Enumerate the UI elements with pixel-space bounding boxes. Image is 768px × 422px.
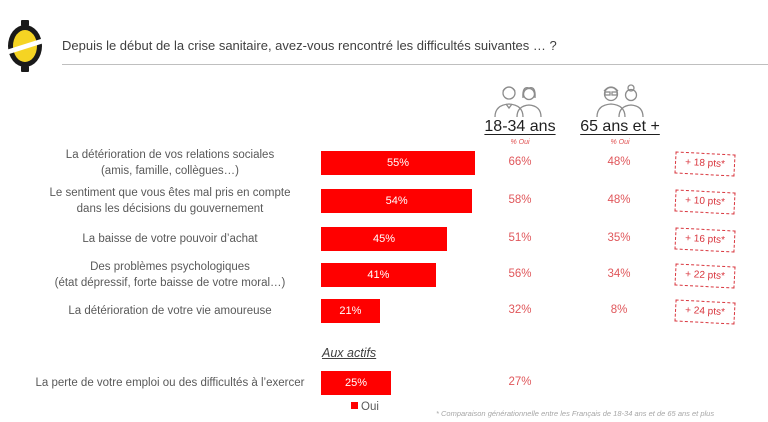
bar-value-label: 41% — [367, 269, 390, 281]
category-label-line: La perte de votre emploi ou des difficul… — [35, 377, 305, 389]
bar: 21% — [321, 299, 380, 323]
category-label-line: dans les décisions du gouvernement — [76, 203, 264, 215]
category-label-line: La baisse de votre pouvoir d’achat — [82, 233, 258, 245]
value-18-34: 51% — [508, 232, 532, 244]
value-65-plus: 48% — [607, 194, 631, 206]
value-18-34: 56% — [508, 268, 532, 280]
bar-value-label: 55% — [386, 157, 410, 169]
column-header-65-plus: 65 ans et + — [580, 118, 660, 135]
bar: 45% — [321, 227, 447, 251]
category-label-line: (état dépressif, forte baisse de votre m… — [54, 277, 286, 289]
bar-value-label: 21% — [339, 305, 362, 317]
category-label-line: Des problèmes psychologiques — [90, 261, 250, 273]
category-label: Des problèmes psychologiques (état dépres… — [25, 259, 315, 291]
title-divider — [62, 64, 768, 65]
page-title: Depuis le début de la crise sanitaire, a… — [62, 38, 557, 53]
value-65-plus: 35% — [607, 232, 631, 244]
bar: 25% — [321, 371, 391, 395]
yellow-coin-logo-icon — [6, 20, 44, 72]
chart-legend: Oui — [351, 401, 379, 413]
difference-badge: + 18 pts* — [674, 151, 736, 177]
difference-badge: + 22 pts* — [674, 263, 736, 289]
category-label: La perte de votre emploi ou des difficul… — [25, 375, 315, 391]
category-label-line: (amis, famille, collègues…) — [100, 165, 240, 177]
category-label: La détérioration de votre vie amoureuse — [25, 303, 315, 319]
value-65-plus: 8% — [610, 304, 628, 316]
difference-badge: + 16 pts* — [674, 227, 736, 253]
category-label-line: Le sentiment que vous êtes mal pris en c… — [49, 187, 291, 199]
bar-value-label: 45% — [372, 233, 396, 245]
difference-badge: + 24 pts* — [674, 299, 736, 325]
bar: 41% — [321, 263, 436, 287]
section-label-aux-actifs: Aux actifs — [322, 346, 377, 360]
bar-value-label: 25% — [344, 377, 368, 389]
column-subheader-18-34: % Oui — [510, 139, 530, 146]
category-label: La baisse de votre pouvoir d’achat — [25, 231, 315, 247]
category-label-line: La détérioration de votre vie amoureuse — [68, 305, 272, 317]
footnote: * Comparaison générationnelle entre les … — [436, 409, 715, 418]
young-couple-icon — [494, 86, 542, 118]
column-subheader-65-plus: % Oui — [610, 139, 630, 146]
category-label: Le sentiment que vous êtes mal pris en c… — [25, 185, 315, 217]
value-18-34: 66% — [508, 156, 532, 168]
value-18-34: 27% — [508, 376, 532, 388]
column-header-18-34: 18-34 ans — [484, 118, 556, 135]
bar: 54% — [321, 189, 473, 213]
bar: 55% — [321, 151, 475, 175]
legend-swatch-oui — [351, 402, 358, 409]
value-18-34: 58% — [508, 194, 532, 206]
legend-label-oui: Oui — [361, 401, 379, 413]
bar-value-label: 54% — [385, 195, 408, 207]
difference-badge: + 10 pts* — [674, 189, 736, 215]
value-65-plus: 48% — [607, 156, 631, 168]
category-label-line: La détérioration de vos relations social… — [65, 149, 275, 161]
value-18-34: 32% — [508, 304, 532, 316]
category-label: La détérioration de vos relations social… — [25, 147, 315, 179]
value-65-plus: 34% — [607, 268, 631, 280]
elderly-couple-icon — [596, 84, 644, 118]
